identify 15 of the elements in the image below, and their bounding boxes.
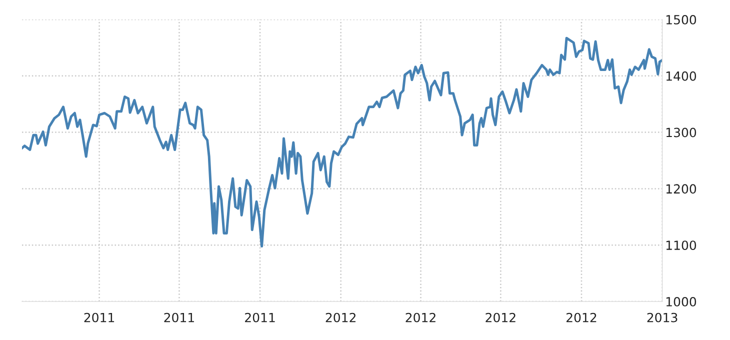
x-tick-label: 2011 <box>164 312 194 322</box>
x-tick-label: 2012 <box>486 312 516 322</box>
y-tick-label: 1400 <box>666 71 696 81</box>
y-tick-label: 1000 <box>666 296 696 306</box>
x-tick-label: 2011 <box>245 312 275 322</box>
x-tick-label: 2013 <box>647 312 678 322</box>
x-tick-label: 2011 <box>84 312 114 322</box>
y-tick-label: 1100 <box>666 240 696 250</box>
y-tick-label: 1500 <box>666 14 696 24</box>
x-tick-label: 2012 <box>566 312 596 322</box>
x-tick-label: 2012 <box>406 312 436 322</box>
y-tick-label: 1300 <box>666 128 696 138</box>
x-tick-label: 2012 <box>326 312 356 322</box>
y-tick-label: 1200 <box>666 184 696 194</box>
line-series <box>22 36 662 248</box>
